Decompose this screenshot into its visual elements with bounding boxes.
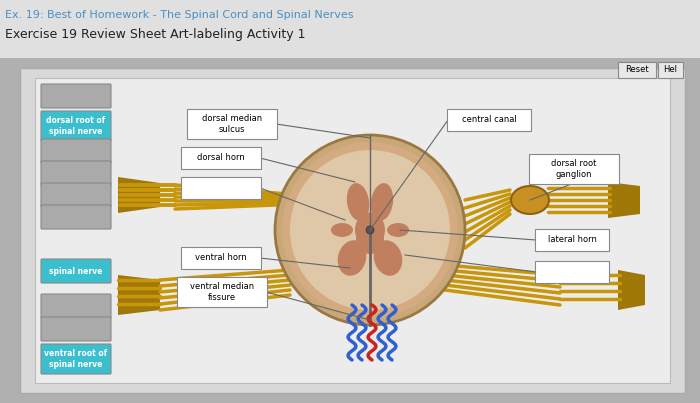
Circle shape: [282, 142, 458, 318]
FancyBboxPatch shape: [177, 277, 267, 307]
Text: central canal: central canal: [461, 116, 517, 125]
FancyBboxPatch shape: [41, 317, 111, 341]
FancyBboxPatch shape: [535, 261, 609, 283]
Ellipse shape: [511, 186, 549, 214]
Text: lateral horn: lateral horn: [547, 235, 596, 245]
Text: spinal nerve: spinal nerve: [49, 266, 103, 276]
Text: dorsal horn: dorsal horn: [197, 154, 245, 162]
Polygon shape: [118, 275, 160, 315]
Polygon shape: [618, 270, 645, 310]
Bar: [0, 58, 700, 403]
Ellipse shape: [387, 223, 409, 237]
FancyBboxPatch shape: [41, 259, 111, 283]
FancyBboxPatch shape: [41, 344, 111, 374]
FancyBboxPatch shape: [41, 84, 111, 108]
Text: Hel: Hel: [663, 66, 677, 75]
Ellipse shape: [346, 183, 369, 221]
FancyBboxPatch shape: [41, 111, 111, 141]
Text: Reset: Reset: [625, 66, 649, 75]
Text: ventral horn: ventral horn: [195, 253, 247, 262]
FancyBboxPatch shape: [41, 183, 111, 207]
Polygon shape: [118, 177, 160, 213]
Circle shape: [275, 135, 465, 325]
Text: Exercise 19 Review Sheet Art-labeling Activity 1: Exercise 19 Review Sheet Art-labeling Ac…: [5, 28, 305, 41]
Ellipse shape: [331, 223, 353, 237]
FancyBboxPatch shape: [181, 247, 261, 269]
FancyBboxPatch shape: [187, 109, 277, 139]
Ellipse shape: [337, 240, 366, 276]
Ellipse shape: [371, 183, 393, 221]
FancyBboxPatch shape: [447, 109, 531, 131]
Polygon shape: [608, 182, 640, 218]
FancyBboxPatch shape: [41, 294, 111, 318]
Bar: [20, 68, 685, 393]
Circle shape: [290, 150, 450, 310]
Bar: [35, 78, 670, 383]
FancyBboxPatch shape: [41, 205, 111, 229]
FancyBboxPatch shape: [535, 229, 609, 251]
Circle shape: [366, 226, 374, 234]
Text: Ex. 19: Best of Homework - The Spinal Cord and Spinal Nerves: Ex. 19: Best of Homework - The Spinal Co…: [5, 10, 354, 20]
Ellipse shape: [355, 212, 385, 247]
Ellipse shape: [374, 240, 402, 276]
Bar: [658, 62, 683, 78]
Text: ventral root of
spinal nerve: ventral root of spinal nerve: [44, 349, 108, 369]
Text: dorsal root of
spinal nerve: dorsal root of spinal nerve: [46, 116, 106, 136]
Text: ventral median
fissure: ventral median fissure: [190, 282, 254, 302]
Text: dorsal median
sulcus: dorsal median sulcus: [202, 114, 262, 134]
FancyBboxPatch shape: [529, 154, 619, 184]
Bar: [0, 0, 700, 58]
Ellipse shape: [356, 226, 384, 254]
FancyBboxPatch shape: [181, 147, 261, 169]
FancyBboxPatch shape: [181, 177, 261, 199]
Text: dorsal root
ganglion: dorsal root ganglion: [552, 159, 596, 179]
FancyBboxPatch shape: [41, 139, 111, 163]
FancyBboxPatch shape: [41, 161, 111, 185]
Bar: [618, 62, 656, 78]
